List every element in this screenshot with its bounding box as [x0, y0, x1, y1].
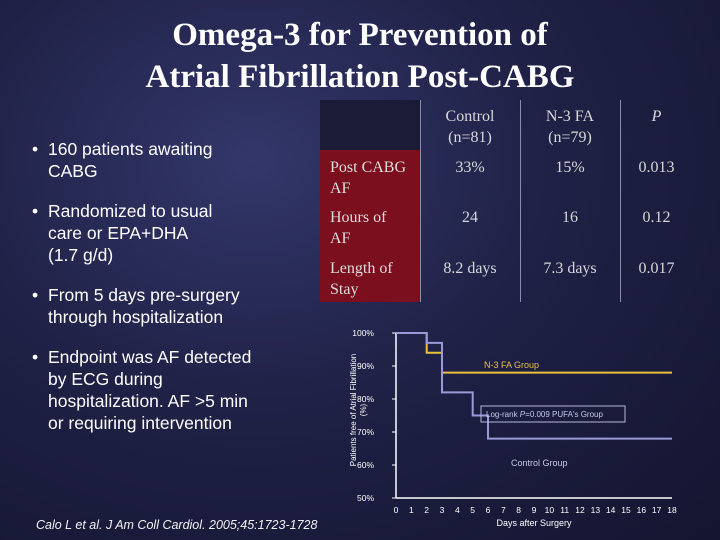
bullet-text: From 5 days pre-surgery	[48, 285, 240, 305]
results-table: Control (n=81) N-3 FA (n=79) P Post CABG…	[320, 100, 693, 302]
slide-title: Omega-3 for Prevention of Atrial Fibrill…	[0, 14, 720, 98]
header-control: Control (n=81)	[420, 106, 520, 148]
cell-p-post-cabg-af: 0.013	[638, 159, 675, 176]
logrank-p: P	[520, 410, 526, 419]
y-tick-labels: 50% 60% 70% 80% 90% 100%	[352, 328, 374, 503]
table-corner	[320, 100, 420, 150]
x-tick-label: 17	[652, 505, 662, 515]
x-tick-label: 3	[440, 505, 445, 515]
chart-labels: Days after Surgery Patients free of Atria…	[349, 354, 626, 528]
n3fa-group-label: N-3 FA Group	[484, 360, 539, 370]
x-tick-label: 12	[575, 505, 585, 515]
row-label-length-of-stay: Length of Stay	[330, 258, 420, 300]
bullet-patients: • 160 patients awaiting CABG	[28, 138, 318, 182]
x-tick-label: 8	[516, 505, 521, 515]
x-tick-label: 10	[545, 505, 555, 515]
y-tick-label: 70%	[357, 427, 374, 437]
row-label-post-cabg-af: Post CABG AF	[330, 157, 420, 199]
header-control-name: Control	[445, 108, 495, 125]
bullet-randomized: • Randomized to usual care or EPA+DHA (1…	[28, 200, 318, 266]
x-tick-label: 6	[486, 505, 491, 515]
x-tick-label: 2	[424, 505, 429, 515]
x-tick-label: 13	[591, 505, 601, 515]
row-label-text: Post CABG	[330, 159, 407, 176]
header-n3fa: N-3 FA (n=79)	[520, 106, 620, 148]
cell-n3fa-post-cabg-af: 15%	[555, 159, 585, 176]
cell-n3fa-length-of-stay: 7.3 days	[543, 260, 597, 277]
header-p-label: P	[651, 108, 662, 125]
bullet-text: (1.7 g/d)	[48, 245, 114, 265]
x-tick-label: 18	[667, 505, 677, 515]
bullet-dot: •	[32, 201, 39, 221]
header-n3fa-name: N-3 FA	[545, 108, 595, 125]
bullet-text: Endpoint was AF detected	[48, 347, 252, 367]
x-tick-label: 9	[532, 505, 537, 515]
column-divider	[620, 100, 621, 302]
x-tick-label: 14	[606, 505, 616, 515]
y-tick-label: 60%	[357, 460, 374, 470]
row-label-column	[320, 150, 420, 302]
cell-control-hours-of-af: 24	[462, 209, 478, 226]
logrank-suffix: =0.009 PUFA's Group	[525, 410, 603, 419]
header-p: P	[620, 106, 693, 127]
column-divider	[520, 100, 521, 302]
y-axis-title-line: (%)	[359, 403, 368, 416]
cell-control-length-of-stay: 8.2 days	[443, 260, 497, 277]
y-tick-label: 90%	[357, 361, 374, 371]
row-label-text: Length of	[330, 260, 393, 277]
column-divider	[420, 100, 421, 302]
x-tick-label: 0	[394, 505, 399, 515]
row-label-text: AF	[330, 230, 351, 247]
logrank-label: Log-rank P=0.009 PUFA's Group	[486, 410, 603, 419]
title-line-1: Omega-3 for Prevention of	[172, 17, 548, 53]
bullet-text: 160 patients awaiting	[48, 139, 213, 159]
chart-axes	[392, 332, 672, 499]
cell-n3fa-hours-of-af: 16	[562, 209, 578, 226]
x-axis-title: Days after Surgery	[496, 518, 572, 528]
x-tick-labels: 0 1 2 3 4 5 6 7 8 9 10 11 12 13 14 15 16 17 18	[394, 505, 677, 515]
x-tick-label: 7	[501, 505, 506, 515]
control-group-label: Control Group	[511, 458, 568, 468]
y-tick-label: 80%	[357, 394, 374, 404]
cell-p-hours-of-af: 0.12	[642, 209, 671, 226]
title-line-2: Atrial Fibrillation Post-CABG	[145, 59, 575, 95]
bullet-text: through hospitalization	[48, 307, 224, 327]
x-tick-label: 1	[409, 505, 414, 515]
bullet-text: care or EPA+DHA	[48, 223, 189, 243]
logrank-prefix: Log-rank	[486, 410, 520, 419]
x-tick-label: 15	[621, 505, 631, 515]
bullet-text: CABG	[48, 161, 98, 181]
y-axis-title-line: Patients free of Atrial Fibrillation	[349, 354, 358, 467]
bullet-text: or requiring intervention	[48, 413, 232, 433]
x-tick-label: 5	[470, 505, 475, 515]
y-tick-label: 50%	[357, 493, 374, 503]
bullet-text: by ECG during	[48, 369, 163, 389]
header-control-n: (n=81)	[448, 129, 492, 146]
x-tick-label: 4	[455, 505, 460, 515]
x-tick-label: 16	[637, 505, 647, 515]
row-label-hours-of-af: Hours of AF	[330, 207, 420, 249]
y-tick-label: 100%	[352, 328, 374, 338]
row-label-text: Stay	[330, 281, 359, 298]
cell-p-length-of-stay: 0.017	[638, 260, 675, 277]
control-series-line	[396, 332, 672, 440]
bullet-dot: •	[32, 285, 39, 305]
series-lines	[396, 332, 672, 440]
bullet-dot: •	[32, 139, 39, 159]
citation: Calo L et al. J Am Coll Cardiol. 2005;45…	[36, 518, 318, 532]
row-label-text: AF	[330, 180, 351, 197]
bullet-list: • 160 patients awaiting CABG • Randomize…	[28, 138, 318, 434]
bullet-text: Randomized to usual	[48, 201, 213, 221]
cell-control-post-cabg-af: 33%	[455, 159, 485, 176]
logrank-box	[480, 405, 626, 423]
bullet-timing: • From 5 days pre-surgery through hospit…	[28, 284, 318, 328]
x-tick-label: 11	[560, 505, 569, 515]
row-label-text: Hours of	[330, 209, 387, 226]
bullet-dot: •	[32, 347, 39, 367]
header-n3fa-n: (n=79)	[548, 129, 592, 146]
bullet-endpoint: • Endpoint was AF detected by ECG during…	[28, 346, 318, 434]
y-axis-title: Patients free of Atrial Fibrillation(%)	[349, 354, 368, 467]
bullet-text: hospitalization. AF >5 min	[48, 391, 248, 411]
